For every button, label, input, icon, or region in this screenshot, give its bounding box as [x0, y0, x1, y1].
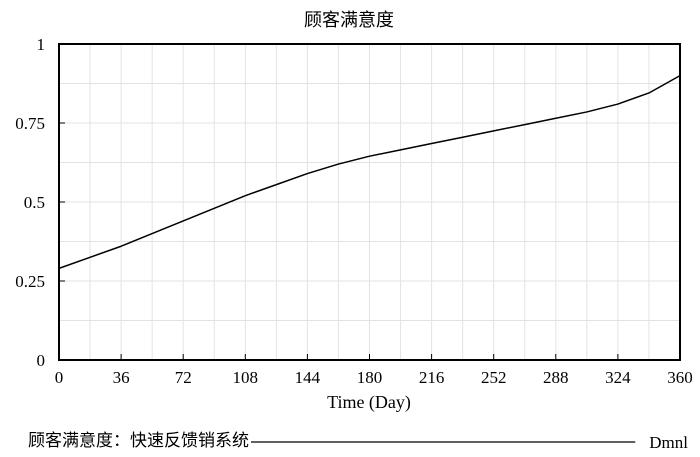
y-axis-ticks: 0 0.25 0.5 0.75 1 [15, 35, 65, 370]
series-line [58, 74, 681, 270]
x-tick-label: 288 [543, 368, 569, 387]
x-tick-label: 0 [55, 368, 64, 387]
y-tick-label: 0.25 [15, 272, 45, 291]
series-layer [58, 74, 681, 270]
y-tick-label: 0.5 [24, 193, 45, 212]
x-axis-label: Time (Day) [327, 392, 411, 413]
x-axis-ticks: 0 36 72 108 144 180 216 252 288 324 360 [55, 354, 693, 387]
x-tick-label: 216 [419, 368, 445, 387]
grid [59, 44, 680, 360]
y-tick-label: 0 [37, 351, 46, 370]
x-tick-label: 252 [481, 368, 507, 387]
chart-title: 顾客满意度 [304, 10, 394, 31]
x-tick-label: 72 [175, 368, 192, 387]
legend: 顾客满意度：快速反馈销系统 Dmnl [28, 431, 688, 452]
x-tick-label: 36 [113, 368, 130, 387]
legend-series-unit: Dmnl [649, 433, 688, 452]
x-tick-label: 180 [357, 368, 383, 387]
legend-series-name: 顾客满意度：快速反馈销系统 [28, 431, 249, 451]
x-tick-label: 108 [233, 368, 259, 387]
y-tick-label: 0.75 [15, 114, 45, 133]
y-tick-label: 1 [37, 35, 46, 54]
x-tick-label: 324 [605, 368, 631, 387]
x-tick-label: 360 [667, 368, 693, 387]
x-tick-label: 144 [295, 368, 321, 387]
